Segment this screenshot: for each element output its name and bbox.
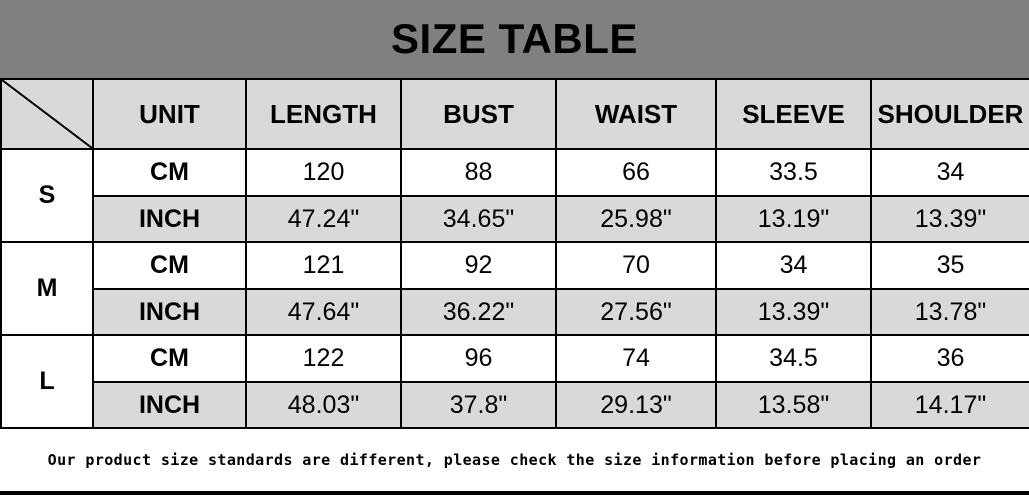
- length-cell-s-cm: 120: [245, 148, 402, 197]
- bust-cell-m-inch: 36.22": [400, 288, 557, 336]
- size-label-l: L: [0, 334, 94, 429]
- column-header-length: LENGTH: [245, 78, 402, 150]
- length-cell-s-inch: 47.24": [245, 195, 402, 243]
- bust-cell-s-inch: 34.65": [400, 195, 557, 243]
- length-cell-m-inch: 47.64": [245, 288, 402, 336]
- table-row: INCH 48.03" 37.8" 29.13" 13.58" 14.17": [1, 381, 1029, 429]
- sleeve-cell-s-cm: 33.5: [715, 148, 872, 197]
- shoulder-cell-s-inch: 13.39": [870, 195, 1029, 243]
- waist-cell-m-inch: 27.56": [555, 288, 717, 336]
- waist-cell-l-inch: 29.13": [555, 381, 717, 429]
- column-header-shoulder: SHOULDER: [870, 78, 1029, 150]
- table-header-row: UNIT LENGTH BUST WAIST SLEEVE SHOULDER: [0, 78, 1029, 150]
- sleeve-cell-m-inch: 13.39": [715, 288, 872, 336]
- bust-cell-s-cm: 88: [400, 148, 557, 197]
- corner-cell: [0, 78, 94, 150]
- title-bar: SIZE TABLE: [0, 0, 1029, 78]
- footer-note: Our product size standards are different…: [0, 429, 1029, 495]
- size-label-m: M: [0, 241, 94, 336]
- unit-cell-m-cm: CM: [92, 241, 247, 290]
- waist-cell-s-inch: 25.98": [555, 195, 717, 243]
- table-row: S CM 120 88 66 33.5 34: [0, 148, 1029, 243]
- page-title: SIZE TABLE: [391, 15, 638, 62]
- unit-cell-s-inch: INCH: [92, 195, 247, 243]
- waist-cell-m-cm: 70: [555, 241, 717, 290]
- sleeve-cell-l-cm: 34.5: [715, 334, 872, 383]
- length-cell-l-cm: 122: [245, 334, 402, 383]
- column-header-bust: BUST: [400, 78, 557, 150]
- length-cell-m-cm: 121: [245, 241, 402, 290]
- footer-note-text: Our product size standards are different…: [47, 451, 982, 469]
- table-row: M CM 121 92 70 34 35: [0, 241, 1029, 336]
- length-cell-l-inch: 48.03": [245, 381, 402, 429]
- shoulder-cell-l-cm: 36: [870, 334, 1029, 383]
- unit-cell-s-cm: CM: [92, 148, 247, 197]
- sleeve-cell-l-inch: 13.58": [715, 381, 872, 429]
- column-header-waist: WAIST: [555, 78, 717, 150]
- diagonal-divider-icon: [2, 80, 92, 148]
- bust-cell-m-cm: 92: [400, 241, 557, 290]
- shoulder-cell-s-cm: 34: [870, 148, 1029, 197]
- sleeve-cell-m-cm: 34: [715, 241, 872, 290]
- table-row: L CM 122 96 74 34.5 36: [0, 334, 1029, 429]
- sleeve-cell-s-inch: 13.19": [715, 195, 872, 243]
- unit-cell-l-cm: CM: [92, 334, 247, 383]
- size-table: UNIT LENGTH BUST WAIST SLEEVE SHOULDER S…: [0, 78, 1029, 429]
- waist-cell-l-cm: 74: [555, 334, 717, 383]
- size-label-s: S: [0, 148, 94, 243]
- unit-cell-l-inch: INCH: [92, 381, 247, 429]
- bust-cell-l-cm: 96: [400, 334, 557, 383]
- table-row: INCH 47.24" 34.65" 25.98" 13.19" 13.39": [1, 195, 1029, 243]
- waist-cell-s-cm: 66: [555, 148, 717, 197]
- bust-cell-l-inch: 37.8": [400, 381, 557, 429]
- unit-cell-m-inch: INCH: [92, 288, 247, 336]
- shoulder-cell-m-inch: 13.78": [870, 288, 1029, 336]
- shoulder-cell-l-inch: 14.17": [870, 381, 1029, 429]
- shoulder-cell-m-cm: 35: [870, 241, 1029, 290]
- column-header-sleeve: SLEEVE: [715, 78, 872, 150]
- column-header-unit: UNIT: [92, 78, 247, 150]
- table-row: INCH 47.64" 36.22" 27.56" 13.39" 13.78": [1, 288, 1029, 336]
